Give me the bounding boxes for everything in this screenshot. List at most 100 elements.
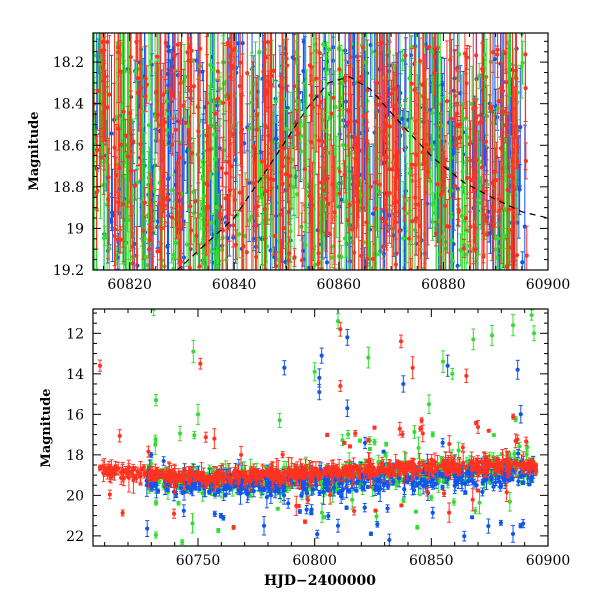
top-red-point <box>225 40 230 46</box>
top-green-point <box>164 128 170 133</box>
top-green-point <box>212 98 217 104</box>
top-red-point <box>134 253 139 258</box>
top-green-point <box>236 232 242 237</box>
top-green-point <box>221 81 227 86</box>
top-red-point <box>237 83 242 89</box>
top-red-point <box>509 245 514 250</box>
top-red-point <box>123 133 128 138</box>
top-green-point <box>312 244 317 249</box>
top-red-point <box>271 68 276 73</box>
top-green-point <box>133 69 138 75</box>
top-red-point <box>413 195 418 200</box>
top-green-point <box>391 65 396 70</box>
top-red-point <box>364 220 369 225</box>
top-red-point <box>412 87 417 93</box>
top-green-point <box>381 75 387 80</box>
top-red-point <box>416 202 421 207</box>
top-red-point <box>284 56 289 61</box>
top-green-point <box>260 220 265 226</box>
top-red-point <box>263 189 268 194</box>
top-red-point <box>159 226 164 231</box>
top-green-point <box>321 42 326 47</box>
top-red-point <box>479 165 485 170</box>
top-panel: 60820 60840 60860 60880 6090018.218.418.618.… <box>27 32 570 293</box>
top-red-point <box>189 228 194 233</box>
top-red-point <box>188 204 193 209</box>
top-red-point <box>356 137 361 142</box>
top-red-point <box>504 264 509 269</box>
top-red-point <box>403 53 408 58</box>
top-red-point <box>370 256 375 262</box>
top-red-point <box>205 183 210 188</box>
top-blue-point <box>492 57 498 62</box>
top-red-point <box>99 49 104 54</box>
top-red-point <box>310 105 315 110</box>
top-red-point <box>261 69 266 74</box>
top-red-point <box>135 75 140 81</box>
top-blue-point <box>137 60 142 65</box>
top-red-point <box>514 76 519 81</box>
top-red-point <box>448 57 453 62</box>
top-green-point <box>477 73 482 79</box>
top-red-point <box>149 225 155 231</box>
top-green-point <box>212 156 218 162</box>
top-green-point <box>291 184 296 190</box>
top-green-point <box>370 49 375 54</box>
top-green-point <box>341 142 346 148</box>
top-red-point <box>198 46 203 51</box>
top-red-point <box>112 145 117 150</box>
top-red-point <box>356 147 361 152</box>
top-green-point <box>228 123 234 128</box>
top-green-point <box>212 132 217 137</box>
top-red-point <box>221 100 226 106</box>
top-red-point <box>103 105 108 110</box>
top-red-point <box>347 202 352 207</box>
top-red-point <box>360 205 365 211</box>
top-red-point <box>359 253 364 259</box>
top-red-point <box>262 59 267 65</box>
top-green-point <box>326 47 332 52</box>
top-red-point <box>377 182 382 187</box>
top-red-point <box>155 54 160 59</box>
top-red-point <box>409 81 414 86</box>
top-red-point <box>506 207 512 212</box>
top-red-point <box>116 45 121 50</box>
top-green-point <box>397 103 402 108</box>
top-red-point <box>368 184 373 189</box>
top-red-point <box>381 244 386 250</box>
top-red-point <box>331 95 336 100</box>
top-red-point <box>343 74 348 80</box>
top-red-point <box>220 228 225 233</box>
top-blue-point <box>343 99 348 104</box>
top-blue-point <box>150 192 155 197</box>
top-green-point <box>493 247 498 252</box>
top-green-point <box>358 193 363 198</box>
top-red-point <box>98 155 103 160</box>
top-red-point <box>435 182 440 187</box>
top-blue-point <box>273 213 279 219</box>
top-red-point <box>504 80 509 85</box>
top-green-point <box>505 40 510 45</box>
top-green-point <box>146 123 152 128</box>
top-red-point <box>464 81 469 86</box>
top-red-point <box>281 146 286 151</box>
top-red-point <box>351 199 356 205</box>
top-green-point <box>339 254 344 260</box>
top-green-point <box>243 233 248 239</box>
top-green-point <box>428 179 433 184</box>
top-red-point <box>427 45 432 50</box>
top-green-point <box>457 52 462 57</box>
top-red-point <box>449 116 454 121</box>
top-green-point <box>520 60 525 65</box>
top-red-point <box>280 164 286 169</box>
top-red-point <box>204 133 209 138</box>
top-green-point <box>324 128 329 133</box>
top-red-point <box>391 86 397 91</box>
top-red-point <box>513 68 518 73</box>
top-red-point <box>471 106 476 111</box>
top-red-point <box>417 59 422 64</box>
top-red-point <box>262 207 267 212</box>
top-green-point <box>214 205 220 210</box>
top-green-point <box>294 49 299 55</box>
top-red-point <box>253 205 258 210</box>
